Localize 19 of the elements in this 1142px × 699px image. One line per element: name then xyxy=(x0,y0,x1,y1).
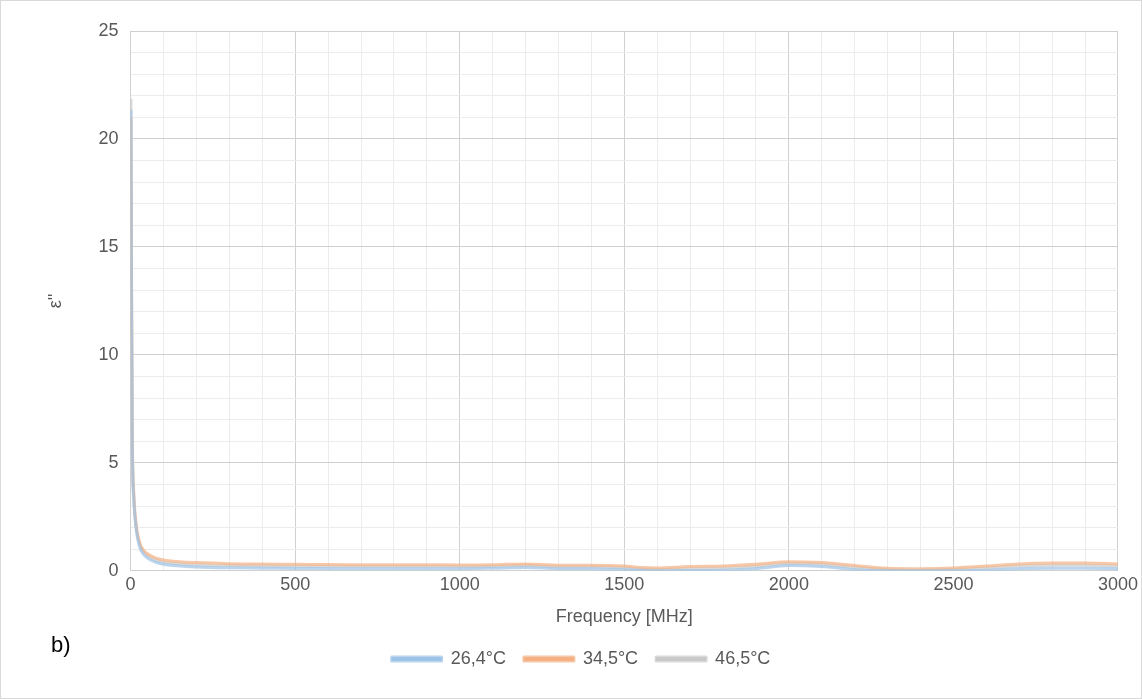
y-tick-label: 5 xyxy=(108,451,119,472)
x-tick-label: 1000 xyxy=(439,573,480,594)
x-tick-label: 3000 xyxy=(1097,573,1138,594)
y-tick-label: 10 xyxy=(98,343,119,364)
x-tick-label: 500 xyxy=(280,573,311,594)
text: b) xyxy=(51,632,71,657)
y-axis-title: ε'' xyxy=(44,293,65,309)
legend-label: 34,5°C xyxy=(582,647,639,668)
x-axis-title: Frequency [MHz] xyxy=(555,606,693,627)
x-tick-label: 1500 xyxy=(604,573,645,594)
y-tick-label: 15 xyxy=(98,235,119,256)
x-tick-label: 0 xyxy=(125,573,136,594)
y-tick-label: 25 xyxy=(98,19,119,40)
x-tick-label: 2500 xyxy=(933,573,974,594)
y-tick-label: 0 xyxy=(108,559,119,580)
x-tick-label: 2000 xyxy=(768,573,809,594)
legend-label: 26,4°C xyxy=(450,647,506,668)
legend-label: 46,5°C xyxy=(715,647,771,668)
y-tick-label: 20 xyxy=(98,127,119,148)
